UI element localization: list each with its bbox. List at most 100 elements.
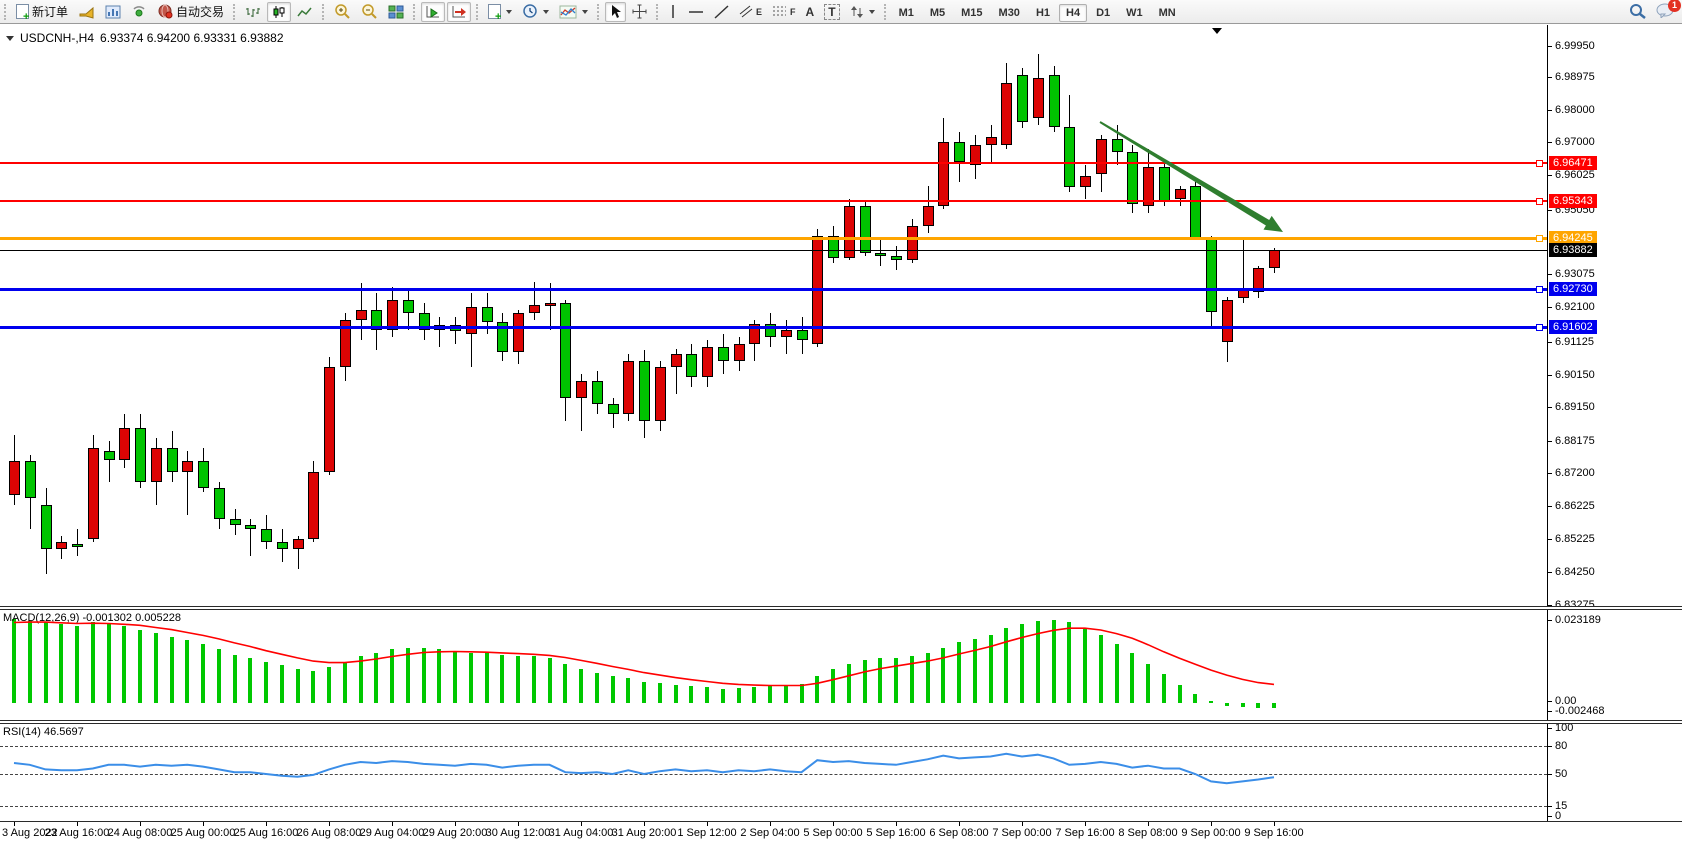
- toolbar-grip[interactable]: [597, 3, 602, 20]
- toolbar-grip[interactable]: [656, 3, 661, 20]
- level-line-anchor[interactable]: [1536, 324, 1543, 331]
- notifications-button[interactable]: 1: [1656, 0, 1681, 21]
- zoom-out-button[interactable]: [357, 2, 382, 22]
- level-line-6.91602[interactable]: [0, 326, 1547, 329]
- candle-bull: [324, 367, 335, 472]
- chevron-down-icon[interactable]: [6, 35, 14, 41]
- fibonacci-tool[interactable]: F: [768, 2, 800, 22]
- rsi-panel[interactable]: RSI(14) 46.5697: [0, 724, 1547, 820]
- text-tool[interactable]: A: [802, 2, 819, 22]
- timeframe-button-M30[interactable]: M30: [998, 6, 1020, 19]
- chevron-down-icon: [543, 9, 550, 14]
- macd-histogram-bar: [894, 658, 898, 703]
- candle-wick: [77, 528, 78, 556]
- macd-histogram-bar: [594, 672, 599, 703]
- level-line-anchor[interactable]: [1536, 198, 1543, 205]
- toolbar-grip[interactable]: [476, 3, 481, 20]
- toolbar-grip[interactable]: [413, 3, 418, 20]
- macd-histogram-bar: [1193, 694, 1198, 703]
- macd-histogram-bar: [342, 661, 347, 703]
- search-icon[interactable]: [1629, 3, 1646, 22]
- timeframe-button-D1[interactable]: D1: [1096, 6, 1111, 19]
- candle-wick: [439, 316, 441, 348]
- time-axis[interactable]: 3 Aug 2022 23 Aug 16:00 24 Aug 08:00 25 Aug…: [0, 821, 1682, 843]
- shapes-tool[interactable]: [846, 2, 879, 22]
- candle-bull: [780, 330, 792, 337]
- level-line-anchor[interactable]: [1536, 235, 1543, 242]
- x-tick-label: 5 Sep 16:00: [866, 827, 926, 839]
- new-order-button[interactable]: + 新订单: [12, 2, 72, 23]
- macd-panel[interactable]: MACD(12,26,9) -0.001302 0.005228: [0, 610, 1547, 720]
- tile-windows-button[interactable]: [384, 2, 408, 22]
- auto-scroll-button[interactable]: [421, 1, 446, 22]
- candle-bull: [843, 205, 855, 258]
- macd-histogram-bar: [1146, 663, 1150, 703]
- price-panel[interactable]: USDCNH-,H4 6.93374 6.94200 6.93331 6.938…: [0, 25, 1547, 606]
- signals-button[interactable]: [127, 2, 151, 22]
- timeframe-button-M15[interactable]: M15: [961, 6, 983, 19]
- zoom-in-button[interactable]: [330, 2, 355, 22]
- line-chart-icon: [297, 5, 313, 19]
- candle-wick: [549, 283, 551, 331]
- auto-trading-button[interactable]: 自动交易: [153, 2, 228, 22]
- alerts-button[interactable]: [74, 2, 99, 22]
- macd-histogram-bar: [941, 647, 946, 703]
- trendline-tool[interactable]: [710, 2, 733, 22]
- timeframe-button-H1[interactable]: H1: [1035, 6, 1050, 19]
- crosshair-button[interactable]: [628, 2, 651, 22]
- macd-histogram-bar: [405, 647, 410, 703]
- timeframe-button-H4[interactable]: H4: [1059, 3, 1088, 22]
- y-tick: [1548, 274, 1552, 275]
- level-line-anchor[interactable]: [1536, 286, 1543, 293]
- channel-tool[interactable]: E: [735, 2, 766, 22]
- level-line-6.96471[interactable]: [0, 162, 1547, 164]
- zoom-out-icon: [361, 4, 378, 19]
- timeframe-button-M1[interactable]: M1: [898, 6, 914, 19]
- price-axis[interactable]: 6.96471 6.95343 6.94245 6.93882 6.92730 6.916…: [1547, 25, 1682, 822]
- macd-histogram-bar: [153, 633, 158, 703]
- chart-window[interactable]: USDCNH-,H4 6.93374 6.94200 6.93331 6.938…: [0, 25, 1682, 843]
- candle-bear: [560, 303, 572, 398]
- candlestick-chart-button[interactable]: [267, 1, 292, 22]
- cursor-button[interactable]: [605, 1, 627, 22]
- indicators-button[interactable]: [555, 2, 592, 22]
- candle-bull: [544, 303, 556, 307]
- toolbar-grip[interactable]: [233, 3, 238, 20]
- toolbar-grip[interactable]: [322, 3, 327, 20]
- price-badge: 6.92730: [1549, 282, 1597, 296]
- panel-splitter[interactable]: [0, 720, 1682, 724]
- panel-splitter[interactable]: [0, 606, 1682, 610]
- candle-bull: [985, 136, 997, 146]
- timeframe-button-M5[interactable]: M5: [929, 6, 946, 19]
- macd-histogram-bar: [232, 654, 237, 703]
- level-line-6.93882[interactable]: [0, 250, 1547, 251]
- timeframe-button-W1[interactable]: W1: [1126, 6, 1143, 19]
- y-tick: [1548, 441, 1552, 442]
- level-line-6.92730[interactable]: [0, 288, 1547, 291]
- level-line-6.94245[interactable]: [0, 237, 1547, 240]
- profiles-button[interactable]: [518, 2, 553, 22]
- signal-icon: [131, 5, 147, 19]
- line-chart-button[interactable]: [293, 2, 317, 22]
- candle-bear: [765, 323, 776, 337]
- x-tick-label: 3 Aug 2022: [2, 827, 58, 839]
- level-line-anchor[interactable]: [1536, 160, 1543, 167]
- macd-histogram-bar: [43, 622, 48, 703]
- toolbar-grip[interactable]: [883, 3, 889, 20]
- y-tick-label: -0.002468: [1555, 705, 1605, 717]
- toolbar-grip[interactable]: [4, 3, 9, 20]
- vertical-line-tool[interactable]: [664, 2, 682, 22]
- candle-bear: [875, 252, 887, 257]
- timeframe-button-MN[interactable]: MN: [1158, 6, 1176, 19]
- bar-chart-button[interactable]: [241, 2, 265, 22]
- y-tick-label: 6.86225: [1555, 500, 1595, 512]
- chart-shift-button[interactable]: [447, 1, 472, 22]
- market-watch-button[interactable]: [101, 2, 125, 22]
- horizontal-line-tool[interactable]: [684, 2, 708, 22]
- new-chart-button[interactable]: +: [484, 2, 516, 23]
- timeframe-group: M1 M5 M15 M30 H1 H4 D1 W1 MN: [891, 3, 1184, 22]
- level-line-6.95343[interactable]: [0, 200, 1547, 202]
- x-tick-label: 6 Sep 08:00: [929, 827, 989, 839]
- macd-histogram-bar: [138, 629, 142, 703]
- label-tool[interactable]: T: [820, 2, 843, 22]
